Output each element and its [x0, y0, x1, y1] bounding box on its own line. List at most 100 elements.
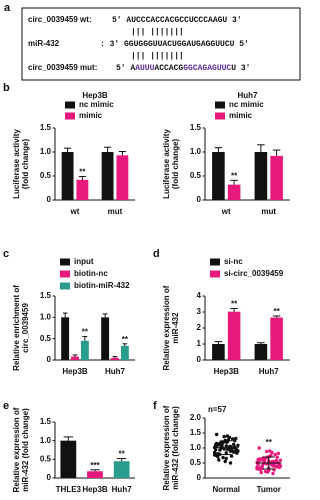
y-tick-label: 1.0: [40, 436, 52, 445]
x-tick-label: Tumor: [257, 485, 281, 494]
sequence-segment: : 3' GGUGGGUUACUGGAUGAGGUUCU 5': [100, 40, 249, 49]
y-tick-label: 0: [47, 195, 52, 204]
sequence-segment: U 3': [231, 64, 250, 73]
significance: **: [82, 328, 89, 337]
panel-label: d: [153, 248, 160, 260]
legend-label: biotin-miR-432: [74, 281, 130, 290]
data-point: [221, 455, 225, 460]
y-axis-label: Relative expression of: [162, 405, 171, 490]
y-tick-label: 3: [197, 307, 202, 316]
y-axis-label: Relative enrichment of: [12, 285, 21, 371]
significance: **: [231, 300, 238, 309]
data-point: [228, 461, 233, 465]
error-bar: [63, 436, 74, 441]
x-tick-label: wt: [221, 207, 231, 216]
y-tick-label: 4: [197, 291, 202, 300]
sequence-segment: ACCACG: [154, 64, 183, 73]
bar: [80, 340, 89, 360]
error-bar: [122, 343, 128, 346]
y-tick-label: 1.0: [40, 312, 52, 321]
y-axis-label: circ_0039459: [21, 303, 30, 353]
data-point: [212, 453, 217, 457]
legend-swatch: [210, 258, 220, 266]
x-tick-label: mut: [261, 207, 276, 216]
sequence-label: circ_0039459 mut:: [28, 63, 97, 72]
y-tick-label: 1.5: [190, 123, 202, 132]
sequence-segment: GGCAGAGUUC: [183, 64, 231, 73]
data-point: [227, 435, 232, 440]
legend-swatch: [210, 270, 220, 278]
y-tick-label: 1.0: [190, 443, 202, 452]
sequence: 5' AUCCCACCACGCCUCCCAAGU 3': [112, 16, 242, 25]
y-tick-label: 0.5: [40, 334, 52, 343]
data-point: [265, 470, 270, 474]
data-point: [256, 463, 260, 467]
sequence-box: [21, 7, 301, 81]
data-point: [219, 440, 223, 444]
data-point: [218, 448, 222, 452]
y-tick-label: 2.0: [190, 413, 202, 422]
data-point: [229, 454, 234, 458]
error-bar: [272, 149, 281, 156]
panel-label: f: [153, 400, 157, 412]
data-point: [213, 448, 218, 452]
error-bar: [72, 354, 78, 357]
significance: **: [266, 438, 273, 447]
data-point: [270, 450, 274, 455]
legend-swatch: [215, 112, 225, 120]
error-bar: [214, 341, 223, 344]
bar: [61, 152, 74, 200]
bar: [76, 179, 89, 200]
chart-title: Huh7: [238, 91, 259, 100]
y-tick-label: 0: [197, 355, 202, 364]
bar: [227, 184, 241, 200]
error-bar: [78, 175, 86, 180]
y-tick-label: 1.5: [190, 428, 202, 437]
legend-label: input: [74, 257, 94, 266]
legend-swatch: [60, 270, 70, 278]
error-bar: [257, 342, 265, 344]
x-tick-label: Normal: [212, 485, 240, 494]
data-point: [231, 450, 236, 454]
error-bar: [230, 179, 238, 185]
data-point: [257, 459, 261, 463]
y-axis-label: Relative expression of: [12, 407, 21, 492]
figure: a circ_0039459 wt: 5' AUCCCACCACGCCUCCCAA…: [3, 2, 301, 494]
data-point: [257, 446, 261, 450]
y-tick-label: 0.5: [190, 458, 202, 467]
bar: [101, 317, 110, 360]
error-bar: [104, 146, 112, 152]
legend-swatch: [215, 101, 225, 109]
data-point: [228, 449, 233, 453]
bar: [270, 155, 283, 200]
legend-swatch: [65, 112, 75, 120]
y-tick-label: 1.5: [40, 123, 52, 132]
data-point: [271, 464, 275, 468]
sequence-label: miR-432: [28, 39, 60, 48]
bar: [61, 317, 70, 360]
legend-label: nc mimic: [79, 100, 114, 109]
x-tick-label: Huh7: [259, 367, 280, 376]
error-bar: [214, 147, 223, 152]
error-bar: [82, 336, 88, 341]
data-point: [233, 439, 237, 443]
bar: [71, 356, 79, 360]
y-tick-label: 0: [197, 473, 202, 482]
legend-label: mimic: [229, 111, 253, 120]
sequence-segment: 5' AUCCCACCACGCCUCCCAAGU 3': [112, 16, 242, 25]
data-point: [259, 470, 264, 475]
bar: [113, 461, 130, 478]
legend-label: si-nc: [224, 257, 243, 266]
panel-label: b: [3, 82, 10, 94]
data-point: [216, 455, 220, 459]
bar: [87, 471, 103, 478]
significance: **: [79, 168, 86, 177]
y-tick-label: 1: [197, 339, 202, 348]
data-point: [258, 466, 262, 470]
y-axis-label: Luciferase activity: [162, 129, 171, 199]
legend-label: biotin-nc: [74, 269, 108, 278]
y-axis-label: miR-432 (fold change): [21, 408, 30, 492]
x-tick-label: Hep3B: [62, 367, 88, 376]
data-point: [214, 432, 219, 437]
chart-title: Hep3B: [82, 91, 108, 100]
